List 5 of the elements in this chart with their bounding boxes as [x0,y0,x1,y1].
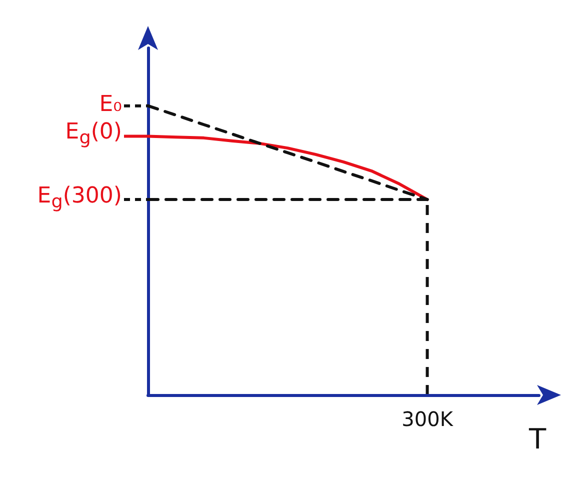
legend-label: E$_{g}$(300) [37,182,122,212]
legend-label: E₀ [99,92,122,117]
text: 300K [402,407,454,431]
legend-label: E$_{g}$(0) [65,119,122,149]
x-axis-title: T [528,422,547,456]
